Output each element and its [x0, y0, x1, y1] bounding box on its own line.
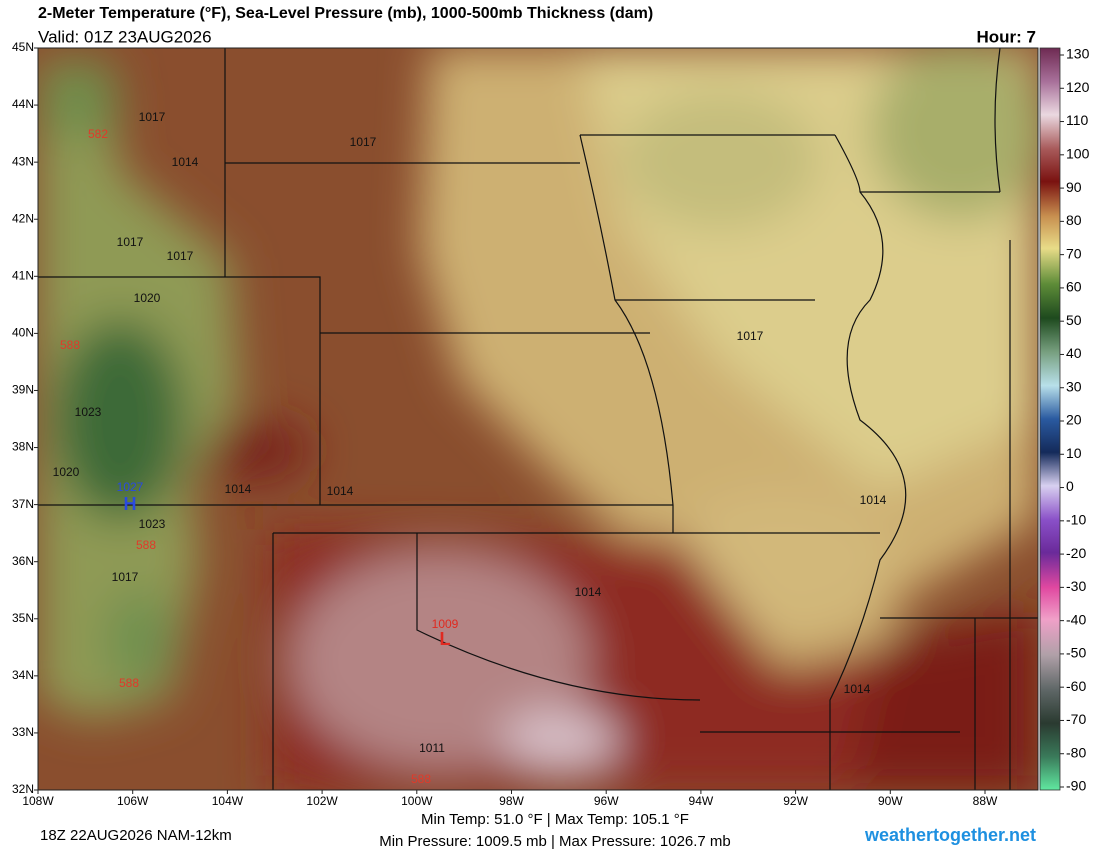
low-pressure-value: 1009 — [432, 617, 459, 631]
colorbar-tick-label: 20 — [1066, 412, 1082, 428]
longitude-label: 102W — [306, 794, 338, 808]
high-symbol: H — [124, 494, 137, 514]
longitude-label: 104W — [212, 794, 244, 808]
longitude-labels: 108W 106W 104W 102W 100W 98W 96W 94W 92W 90W 88W — [22, 790, 998, 808]
site-credit: weathertogether.net — [864, 825, 1036, 845]
isobar-label: 1017 — [117, 235, 144, 249]
isobar-label: 1017 — [167, 249, 194, 263]
state-borders — [38, 48, 1038, 790]
temperature-range: Min Temp: 51.0 °F | Max Temp: 105.1 °F — [421, 811, 689, 828]
longitude-label: 96W — [594, 794, 619, 808]
thickness-label: 588 — [119, 676, 139, 690]
pressure-range: Min Pressure: 1009.5 mb | Max Pressure: … — [379, 833, 731, 850]
colorbar-tick-label: -60 — [1066, 678, 1086, 694]
colorbar-tick-label: -50 — [1066, 645, 1086, 661]
forecast-hour: Hour: 7 — [977, 27, 1037, 46]
colorbar-tick-label: 90 — [1066, 179, 1082, 195]
latitude-label: 38N — [12, 440, 34, 454]
isobar-label: 1017 — [350, 135, 377, 149]
isobar-label: 1017 — [112, 570, 139, 584]
isobar-label: 1017 — [139, 110, 166, 124]
latitude-label: 32N — [12, 782, 34, 796]
latitude-label: 35N — [12, 611, 34, 625]
isobar-label: 1014 — [327, 484, 354, 498]
isobar-label: 1020 — [134, 291, 161, 305]
thickness-label: 588 — [136, 538, 156, 552]
model-run: 18Z 22AUG2026 NAM-12km — [40, 827, 232, 844]
latitude-label: 45N — [12, 40, 34, 54]
colorbar-tick-label: 60 — [1066, 279, 1082, 295]
isobar-label: 1011 — [419, 741, 445, 755]
colorbar-ticks: 1301201101009080706050403020100-10-20-30… — [1060, 46, 1090, 794]
colorbar-tick-label: -20 — [1066, 545, 1086, 561]
colorbar-tick-label: -90 — [1066, 778, 1086, 794]
colorbar-tick-label: -40 — [1066, 611, 1086, 627]
longitude-label: 100W — [401, 794, 433, 808]
thickness-label: 582 — [88, 127, 108, 141]
colorbar-tick-label: -70 — [1066, 711, 1086, 727]
isobar-label: 1023 — [75, 405, 102, 419]
isobar-label: 1017 — [737, 329, 764, 343]
longitude-label: 92W — [783, 794, 808, 808]
colorbar-tick-label: -30 — [1066, 578, 1086, 594]
colorbar-tick-label: 100 — [1066, 146, 1090, 162]
longitude-label: 94W — [689, 794, 714, 808]
longitude-label: 106W — [117, 794, 149, 808]
latitude-label: 37N — [12, 497, 34, 511]
isobar-label: 1014 — [575, 585, 602, 599]
colorbar-tick-label: 50 — [1066, 312, 1082, 328]
thickness-label: 588 — [60, 338, 80, 352]
low-symbol: L — [440, 629, 451, 649]
isobar-label: 1014 — [225, 482, 252, 496]
latitude-label: 42N — [12, 211, 34, 225]
latitude-label: 43N — [12, 154, 34, 168]
colorbar-tick-label: 120 — [1066, 79, 1090, 95]
colorbar-tick-label: 10 — [1066, 445, 1082, 461]
colorbar-tick-label: 70 — [1066, 245, 1082, 261]
isobar-label: 1014 — [860, 493, 887, 507]
title: 2-Meter Temperature (°F), Sea-Level Pres… — [38, 5, 653, 22]
valid-time: Valid: 01Z 23AUG2026 — [38, 27, 212, 46]
colorbar-tick-label: 40 — [1066, 345, 1082, 361]
colorbar-tick-label: 30 — [1066, 378, 1082, 394]
colorbar-tick-label: 130 — [1066, 46, 1090, 62]
colorbar-tick-label: 110 — [1066, 112, 1089, 128]
isobar-label: 1023 — [139, 517, 166, 531]
thickness-label: 588 — [411, 772, 431, 786]
temperature-field — [38, 48, 1038, 790]
latitude-label: 39N — [12, 383, 34, 397]
colorbar — [1039, 47, 1061, 791]
latitude-label: 34N — [12, 668, 34, 682]
latitude-label: 40N — [12, 326, 34, 340]
latitude-label: 33N — [12, 725, 34, 739]
colorbar-tick-label: 80 — [1066, 212, 1082, 228]
latitude-label: 36N — [12, 554, 34, 568]
colorbar-tick-label: 0 — [1066, 478, 1074, 494]
colorbar-tick-label: -80 — [1066, 744, 1086, 760]
longitude-label: 108W — [22, 794, 54, 808]
isobar-label: 1014 — [172, 155, 199, 169]
longitude-label: 98W — [499, 794, 524, 808]
isobar-labels: 1017 1017 1014 1017 1017 1020 1023 1020 … — [53, 110, 887, 755]
longitude-label: 88W — [973, 794, 998, 808]
thickness-labels: 582 588 588 588 588 — [60, 127, 431, 786]
latitude-label: 44N — [12, 97, 34, 111]
colorbar-tick-label: -10 — [1066, 512, 1086, 528]
latitude-label: 41N — [12, 268, 34, 282]
map-frame — [37, 47, 1039, 791]
latitude-labels: 45N 44N 43N 42N 41N 40N 39N 38N 37N 36N 35N 34N 33N 3… — [12, 40, 38, 796]
longitude-label: 90W — [878, 794, 903, 808]
isobar-label: 1014 — [844, 682, 871, 696]
isobar-label: 1020 — [53, 465, 80, 479]
high-pressure-value: 1027 — [117, 480, 144, 494]
